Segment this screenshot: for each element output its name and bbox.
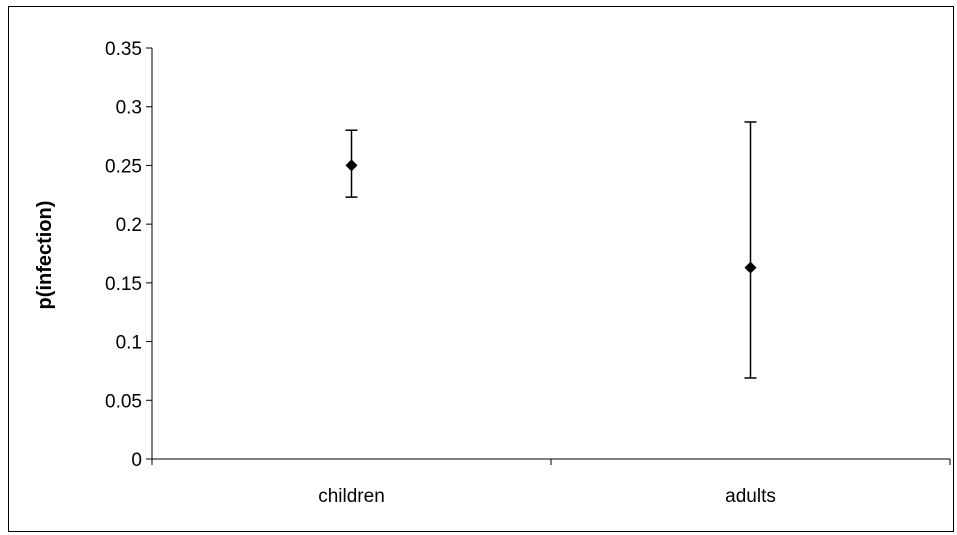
y-tick-label: 0.15 [105, 274, 142, 295]
data-point-children [345, 159, 358, 172]
data-marks [345, 121, 757, 379]
x-tick-label-children: children [318, 486, 385, 507]
chart-frame [8, 6, 954, 532]
x-tick-label-adults: adults [725, 486, 776, 507]
y-tick-label: 0.2 [116, 215, 142, 236]
y-tick-label: 0.35 [105, 39, 142, 60]
y-tick-label: 0.3 [116, 98, 142, 119]
y-tick-label: 0 [131, 450, 142, 471]
y-axis: 0 0.05 0.1 0.15 0.2 0.25 0.3 0.35 [105, 39, 153, 471]
y-axis-title: p(infection) [34, 201, 56, 310]
y-tick-label: 0.25 [105, 156, 142, 177]
data-point-adults [744, 261, 757, 274]
y-tick-label: 0.1 [116, 333, 142, 354]
x-axis: children adults [151, 458, 951, 507]
y-tick-label: 0.05 [105, 391, 142, 412]
